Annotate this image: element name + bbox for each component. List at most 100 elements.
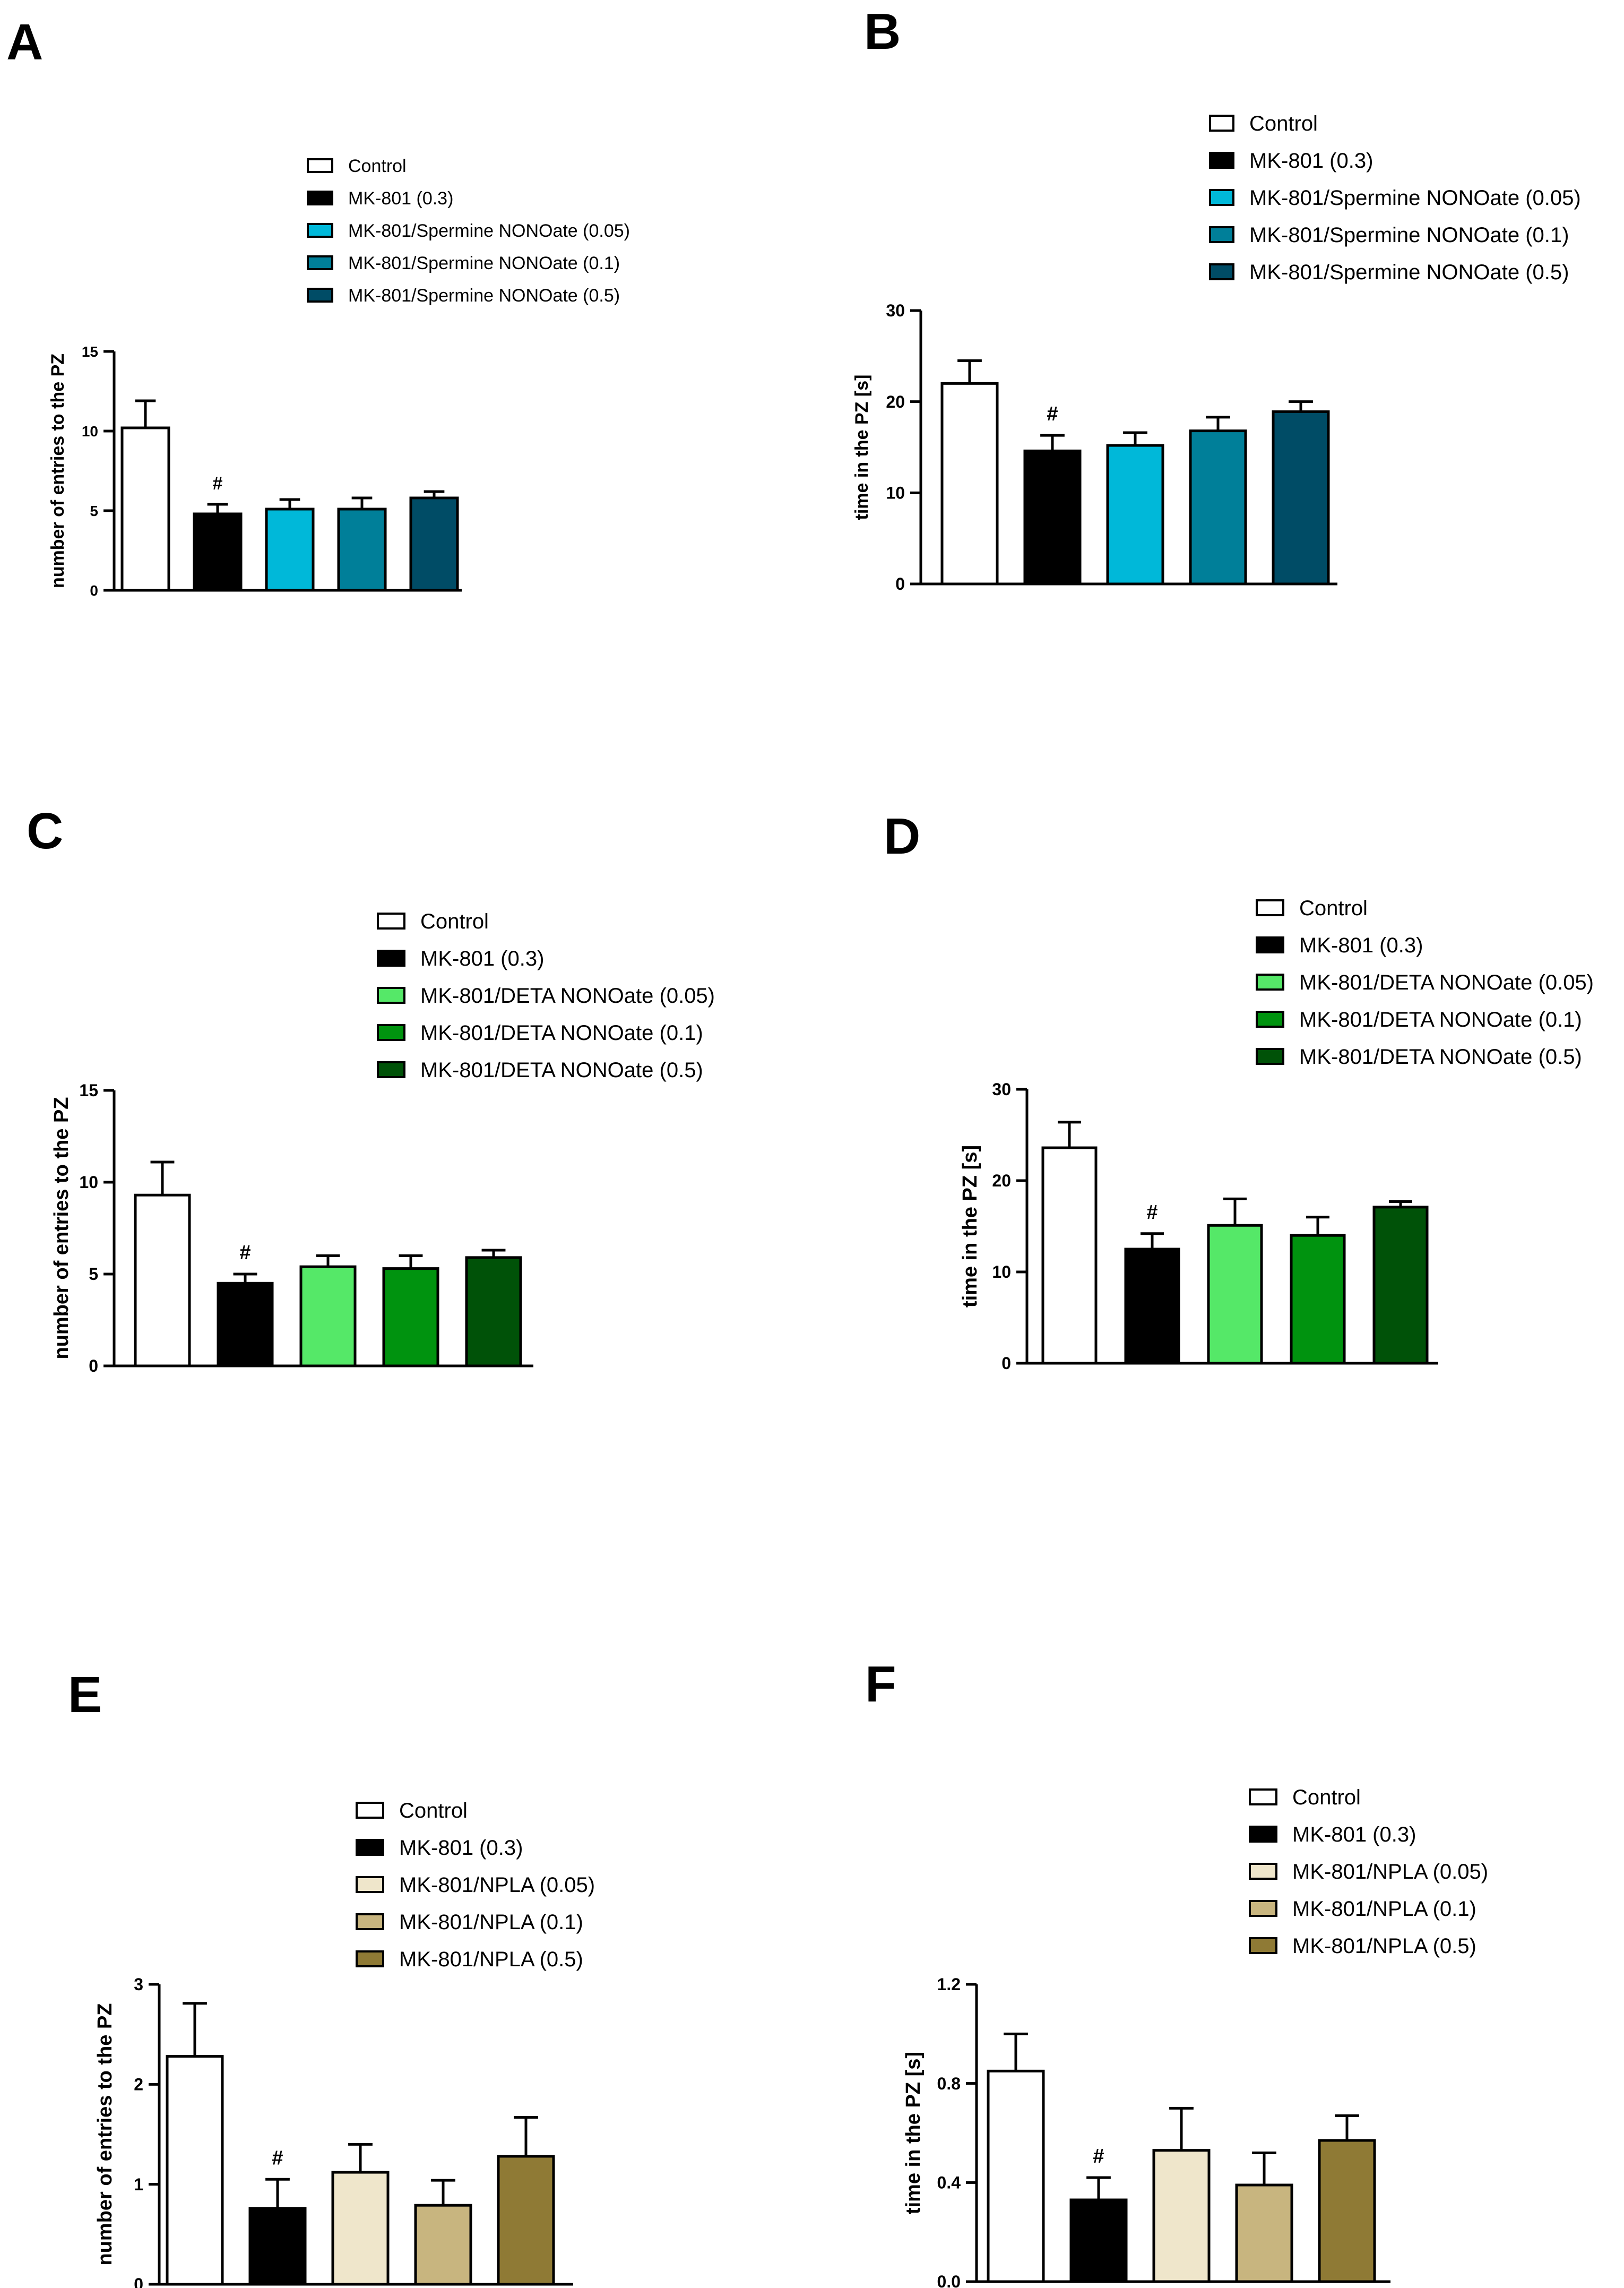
bar — [465, 1256, 522, 1367]
y-tick-label: 10 — [992, 1262, 1011, 1281]
y-tick-label: 10 — [79, 1173, 98, 1192]
significance-marker: # — [1047, 403, 1058, 425]
y-tick-label: 1 — [134, 2175, 143, 2194]
legend-label: Control — [348, 156, 407, 176]
legend-swatch — [377, 950, 405, 967]
legend-swatch — [1209, 263, 1234, 280]
legend: Control MK-801 (0.3) MK-801/Spermine NONOa… — [1209, 112, 1581, 284]
legend-swatch — [1256, 1011, 1284, 1028]
bar — [120, 426, 170, 592]
bar — [1152, 2149, 1211, 2283]
bar — [409, 496, 459, 592]
bar — [331, 2171, 390, 2286]
legend-swatch — [1249, 1900, 1277, 1917]
legend-swatch — [377, 987, 405, 1004]
bar — [1023, 449, 1082, 586]
bar — [1106, 444, 1164, 586]
legend-label: MK-801/NPLA (0.5) — [1292, 1934, 1476, 1958]
legend-swatch — [307, 223, 333, 238]
legend-label: Control — [1292, 1786, 1361, 1809]
y-tick-label: 30 — [886, 301, 905, 320]
y-tick-label: 0 — [90, 582, 98, 599]
legend-label: MK-801 (0.3) — [420, 947, 544, 970]
legend-swatch — [1209, 189, 1234, 206]
bar — [1041, 1146, 1098, 1365]
panel-letter-b: B — [864, 3, 901, 60]
legend-swatch — [377, 1024, 405, 1041]
significance-marker: # — [239, 1242, 250, 1264]
bar — [1124, 1248, 1180, 1365]
legend-swatch — [307, 191, 333, 205]
significance-marker: # — [213, 474, 223, 494]
significance-marker: # — [1146, 1201, 1157, 1224]
bar — [382, 1267, 439, 1367]
legend-swatch — [377, 1061, 405, 1078]
legend-label: MK-801/Spermine NONOate (0.5) — [348, 286, 620, 306]
bar — [217, 1281, 274, 1367]
legend-label: MK-801/DETA NONOate (0.5) — [1299, 1045, 1582, 1069]
legend-label: MK-801 (0.3) — [399, 1836, 523, 1860]
legend-label: MK-801 (0.3) — [1292, 1823, 1416, 1846]
legend-label: MK-801/NPLA (0.1) — [1292, 1897, 1476, 1921]
bar — [497, 2155, 555, 2286]
legend-label: MK-801/DETA NONOate (0.5) — [420, 1059, 703, 1082]
legend-label: Control — [420, 910, 489, 933]
y-tick-label: 10 — [82, 423, 98, 440]
y-tick-label: 5 — [89, 1265, 98, 1284]
legend-swatch — [1249, 1937, 1277, 1954]
legend-swatch — [1256, 899, 1284, 916]
panel-c: C Control MK-801 (0.3) MK-801/DETA NONOate … — [27, 803, 715, 1375]
legend-label: MK-801/Spermine NONOate (0.1) — [1249, 223, 1569, 247]
legend-label: MK-801/NPLA (0.5) — [399, 1948, 583, 1971]
y-tick-label: 0.8 — [937, 2074, 961, 2093]
legend-swatch — [307, 158, 333, 173]
legend-label: MK-801 (0.3) — [1249, 149, 1373, 173]
y-tick-label: 15 — [79, 1081, 98, 1100]
legend-swatch — [377, 913, 405, 930]
y-axis-label: number of entries to the PZ — [50, 1097, 73, 1359]
bar — [1290, 1234, 1346, 1365]
legend-swatch — [1256, 936, 1284, 953]
bar — [1272, 410, 1330, 586]
bar — [193, 512, 243, 592]
panel-letter-e: E — [68, 1666, 102, 1723]
legend-swatch — [1209, 226, 1234, 243]
legend-label: MK-801/NPLA (0.05) — [399, 1873, 595, 1897]
y-tick-label: 30 — [992, 1080, 1011, 1099]
significance-marker: # — [1093, 2145, 1104, 2167]
y-tick-label: 0 — [1001, 1354, 1011, 1373]
y-tick-label: 3 — [134, 1975, 143, 1994]
legend: Control MK-801 (0.3) MK-801/NPLA (0.05) MK-… — [356, 1799, 595, 1971]
y-tick-label: 0 — [895, 574, 905, 593]
legend-label: MK-801/DETA NONOate (0.1) — [1299, 1008, 1582, 1031]
y-tick-label: 0.0 — [937, 2272, 961, 2288]
legend-swatch — [1256, 1048, 1284, 1065]
panel-b: B Control MK-801 (0.3) MK-801/Spermine NONO… — [852, 3, 1581, 593]
legend-swatch — [356, 1839, 384, 1856]
bar — [1235, 2183, 1293, 2283]
legend: Control MK-801 (0.3) MK-801/NPLA (0.05) MK-… — [1249, 1786, 1488, 1958]
legend-swatch — [1209, 115, 1234, 132]
bar — [1207, 1224, 1263, 1365]
bar — [265, 508, 315, 592]
y-tick-label: 0.4 — [937, 2173, 961, 2192]
legend: Control MK-801 (0.3) MK-801/DETA NONOate (… — [1256, 897, 1594, 1069]
y-tick-label: 0 — [89, 1356, 98, 1375]
legend-swatch — [356, 1950, 384, 1967]
legend-swatch — [1249, 1863, 1277, 1880]
y-tick-label: 5 — [90, 503, 98, 519]
legend-label: MK-801/NPLA (0.05) — [1292, 1860, 1488, 1883]
panel-d: D Control MK-801 (0.3) MK-801/DETA NONOate … — [884, 808, 1594, 1373]
bar — [248, 2207, 307, 2286]
y-tick-label: 1.2 — [937, 1975, 961, 1994]
panel-letter-f: F — [865, 1656, 896, 1713]
bar — [940, 382, 999, 586]
panel-f: F Control MK-801 (0.3) MK-801/NPLA (0.05) MK… — [865, 1656, 1488, 2288]
bar — [337, 508, 387, 592]
panel-a: A Control MK-801 (0.3) MK-801/Spermine NONO… — [6, 14, 630, 599]
legend-swatch — [1249, 1826, 1277, 1843]
legend-label: Control — [1299, 897, 1368, 920]
legend-swatch — [356, 1802, 384, 1819]
legend-label: MK-801/Spermine NONOate (0.05) — [348, 221, 630, 241]
